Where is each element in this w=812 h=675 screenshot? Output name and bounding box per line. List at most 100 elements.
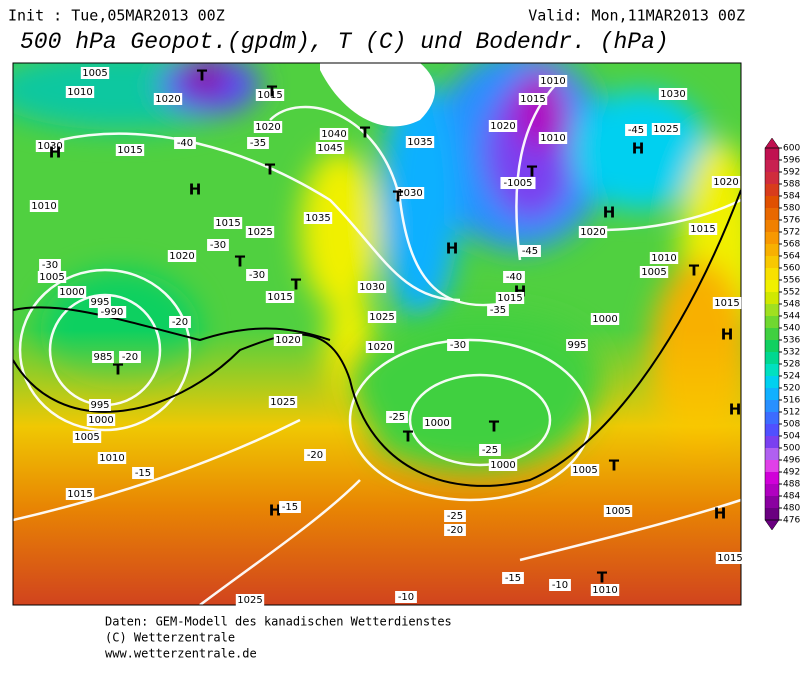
label-box [502, 572, 524, 584]
colorbar-label: 476 [783, 516, 800, 526]
contour-label: -15 [505, 573, 521, 584]
label-box [519, 245, 541, 257]
pressure-center: T [235, 253, 246, 271]
contour-label: 1000 [59, 287, 84, 298]
contour-label: -15 [135, 468, 151, 479]
footer-line: Daten: GEM-Modell des kanadischen Wetter… [105, 615, 452, 629]
colorbar-bin [765, 340, 779, 353]
title: 500 hPa Geopot.(gpdm), T (C) und Bodendr… [20, 29, 669, 55]
colorbar-label: 496 [783, 456, 800, 466]
contour-label: 1045 [317, 143, 342, 154]
label-box [578, 226, 608, 238]
label-box [479, 444, 501, 456]
colorbar-bin [765, 268, 779, 281]
colorbar-frame [764, 147, 780, 521]
pressure-center: T [527, 163, 538, 181]
contour-label: -45 [522, 246, 538, 257]
label-box [566, 339, 588, 351]
colorbar-label: 524 [783, 372, 800, 382]
label-box [119, 351, 141, 363]
label-box [538, 132, 568, 144]
label-box [444, 524, 466, 536]
map [13, 63, 741, 605]
label-box [153, 93, 183, 105]
label-box [503, 271, 525, 283]
contour-label: 1040 [321, 129, 346, 140]
contour-label: 1000 [490, 460, 515, 471]
contour-label: -35 [490, 305, 506, 316]
contour-label: 1015 [257, 90, 282, 101]
label-box [174, 137, 196, 149]
colorbar-bin [765, 448, 779, 461]
label-box [651, 123, 681, 135]
label-box [405, 136, 435, 148]
footer-line: (C) Wetterzentrale [105, 631, 235, 645]
label-box [245, 226, 275, 238]
contour-label: -20 [447, 525, 463, 536]
pressure-center: H [189, 181, 202, 199]
colorbar-top [764, 137, 780, 149]
label-box [235, 594, 265, 606]
contour-label: 1010 [592, 585, 617, 596]
label-box [518, 93, 548, 105]
contour-label: 1005 [641, 267, 666, 278]
colorbar-bin [765, 256, 779, 269]
label-box [625, 124, 647, 136]
label-box [35, 140, 65, 152]
contour-label: 1000 [592, 314, 617, 325]
contour-label: -15 [282, 502, 298, 513]
contour-label: 1020 [367, 342, 392, 353]
colorbar-bin [765, 184, 779, 197]
contour-label: -25 [389, 412, 405, 423]
contour-label: 1030 [397, 188, 422, 199]
colorbar-label: 560 [783, 264, 800, 274]
label-box [304, 449, 326, 461]
contour-label: 985 [93, 352, 112, 363]
contour-label: 1005 [82, 68, 107, 79]
colorbar-label: 484 [783, 492, 800, 502]
contour-label: 1010 [651, 253, 676, 264]
label-box [488, 120, 518, 132]
contour-label: 1000 [88, 415, 113, 426]
contour-label: 1010 [67, 87, 92, 98]
footer-line: www.wetterzentrale.de [105, 647, 257, 661]
label-box [712, 297, 742, 309]
label-box [97, 452, 127, 464]
label-box [253, 121, 283, 133]
contour-label: 1020 [255, 122, 280, 133]
colorbar-label: 588 [783, 180, 800, 190]
colorbar-bin [765, 436, 779, 449]
label-box [207, 239, 229, 251]
pressure-center: T [609, 457, 620, 475]
colorbar-bin [765, 484, 779, 497]
pressure-center: H [269, 502, 282, 520]
colorbar-label: 564 [783, 252, 800, 262]
contour-label: -45 [628, 125, 644, 136]
label-box [65, 86, 95, 98]
contour-label: -30 [42, 260, 58, 271]
pressure-center: H [446, 240, 459, 258]
contour-label: -20 [172, 317, 188, 328]
contour-label: -1005 [503, 178, 532, 189]
label-box [246, 269, 268, 281]
contour-label: 1035 [407, 137, 432, 148]
label-box [715, 552, 745, 564]
label-box [39, 259, 61, 271]
colorbar-label: 516 [783, 396, 800, 406]
contour-label: 1020 [713, 177, 738, 188]
colorbar-label: 544 [783, 312, 800, 322]
label-box [37, 271, 67, 283]
valid-label: Valid: Mon,11MAR2013 00Z [528, 7, 745, 25]
contour-label: 1025 [653, 124, 678, 135]
colorbar-bin [765, 424, 779, 437]
contour-label: 1005 [74, 432, 99, 443]
pressure-center: H [632, 140, 645, 158]
colorbar-bin [765, 352, 779, 365]
contour-label: 1005 [572, 465, 597, 476]
colorbar-label: 552 [783, 288, 800, 298]
pressure-center: H [714, 505, 727, 523]
pressure-center: H [49, 144, 62, 162]
label-box [89, 296, 111, 308]
pressure-center: T [197, 67, 208, 85]
colorbar-label: 520 [783, 384, 800, 394]
